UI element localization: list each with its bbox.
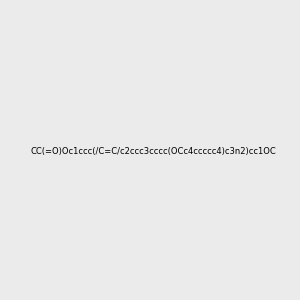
- Text: CC(=O)Oc1ccc(/C=C/c2ccc3cccc(OCc4ccccc4)c3n2)cc1OC: CC(=O)Oc1ccc(/C=C/c2ccc3cccc(OCc4ccccc4)…: [31, 147, 277, 156]
